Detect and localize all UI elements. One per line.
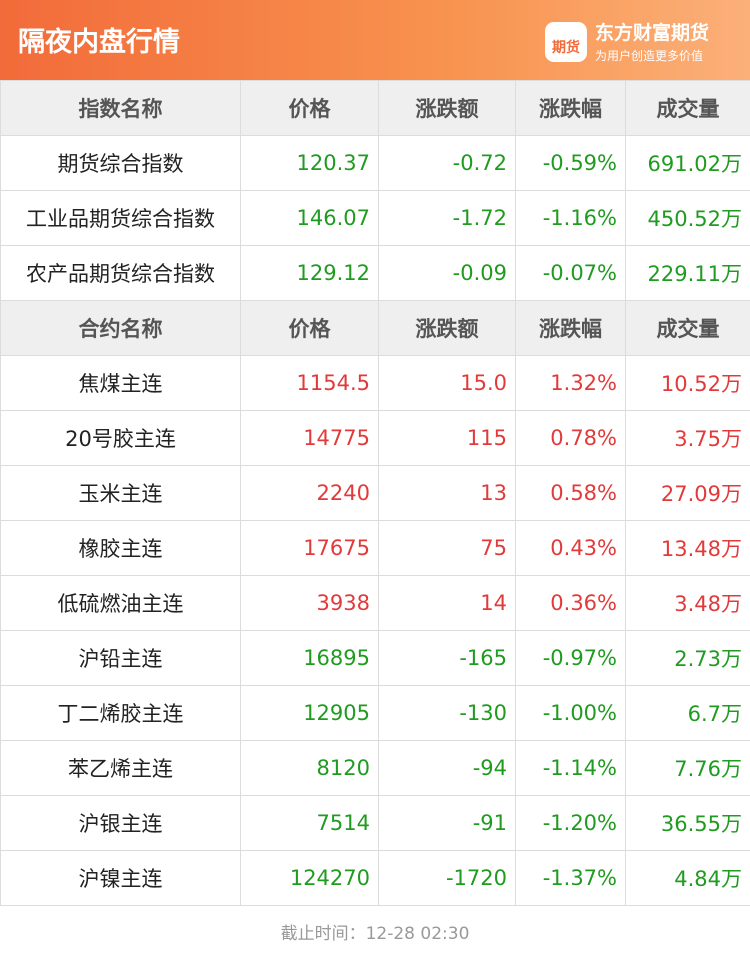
value-cell: 691.02万 [625,135,750,191]
value-cell: 3938 [240,575,379,631]
column-header: 价格 [240,300,379,356]
data-row: 苯乙烯主连 8120 -94 -1.14% 7.76万 [0,740,750,796]
brand: 东方财富期货 [595,22,710,44]
value-cell: 2.73万 [625,630,750,686]
value-cell: 10.52万 [625,355,750,411]
column-header: 指数名称 [0,80,241,136]
value-cell: 229.11万 [625,245,750,301]
data-row: 期货综合指数 120.37 -0.72 -0.59% 691.02万 [0,135,750,191]
value-cell: 450.52万 [625,190,750,246]
value-cell: 124270 [240,850,379,906]
value-cell: -165 [378,630,516,686]
name-cell: 低硫燃油主连 [0,575,241,631]
column-header: 成交量 [625,300,750,356]
column-header: 涨跌幅 [515,80,626,136]
value-cell: 14775 [240,410,379,466]
name-cell: 玉米主连 [0,465,241,521]
value-cell: 15.0 [378,355,516,411]
value-cell: 120.37 [240,135,379,191]
value-cell: -94 [378,740,516,796]
value-cell: 17675 [240,520,379,576]
column-header: 涨跌幅 [515,300,626,356]
value-cell: -1.14% [515,740,626,796]
column-header: 价格 [240,80,379,136]
value-cell: 1154.5 [240,355,379,411]
data-row: 沪银主连 7514 -91 -1.20% 36.55万 [0,795,750,851]
value-cell: 0.78% [515,410,626,466]
value-cell: 115 [378,410,516,466]
value-cell: 0.36% [515,575,626,631]
slogan: 为用户创造更多价值 [595,49,704,63]
value-cell: 27.09万 [625,465,750,521]
name-cell: 沪铅主连 [0,630,241,686]
value-cell: -1.72 [378,190,516,246]
value-cell: 3.75万 [625,410,750,466]
quote-table: 指数名称 价格 涨跌额 涨跌幅 成交量 期货综合指数 120.37 -0.72 -0.59% 69… [0,80,750,906]
header-bar: 隔夜内盘行情 期货 东方财富期货 为用户创造更多价值 [0,0,750,80]
value-cell: -0.59% [515,135,626,191]
column-header: 涨跌额 [378,80,516,136]
value-cell: 13.48万 [625,520,750,576]
name-cell: 沪银主连 [0,795,241,851]
data-row: 沪镍主连 124270 -1720 -1.37% 4.84万 [0,850,750,906]
name-cell: 期货综合指数 [0,135,241,191]
value-cell: -1.20% [515,795,626,851]
value-cell: 16895 [240,630,379,686]
column-header: 涨跌额 [378,300,516,356]
value-cell: 146.07 [240,190,379,246]
data-row: 农产品期货综合指数 129.12 -0.09 -0.07% 229.11万 [0,245,750,301]
value-cell: -130 [378,685,516,741]
name-cell: 工业品期货综合指数 [0,190,241,246]
value-cell: 12905 [240,685,379,741]
value-cell: 14 [378,575,516,631]
value-cell: 7514 [240,795,379,851]
column-header: 合约名称 [0,300,241,356]
name-cell: 沪镍主连 [0,850,241,906]
data-row: 低硫燃油主连 3938 14 0.36% 3.48万 [0,575,750,631]
value-cell: 0.43% [515,520,626,576]
column-header: 成交量 [625,80,750,136]
value-cell: -0.97% [515,630,626,686]
data-row: 焦煤主连 1154.5 15.0 1.32% 10.52万 [0,355,750,411]
title: 隔夜内盘行情 [18,27,180,58]
value-cell: -0.07% [515,245,626,301]
name-cell: 焦煤主连 [0,355,241,411]
value-cell: -1.00% [515,685,626,741]
data-row: 20号胶主连 14775 115 0.78% 3.75万 [0,410,750,466]
value-cell: -1720 [378,850,516,906]
name-cell: 农产品期货综合指数 [0,245,241,301]
name-cell: 橡胶主连 [0,520,241,576]
logo: 期货 [545,22,587,62]
data-row: 工业品期货综合指数 146.07 -1.72 -1.16% 450.52万 [0,190,750,246]
value-cell: -91 [378,795,516,851]
value-cell: -1.37% [515,850,626,906]
value-cell: 8120 [240,740,379,796]
name-cell: 苯乙烯主连 [0,740,241,796]
value-cell: -0.09 [378,245,516,301]
value-cell: 6.7万 [625,685,750,741]
value-cell: 4.84万 [625,850,750,906]
value-cell: 3.48万 [625,575,750,631]
header-row: 合约名称 价格 涨跌额 涨跌幅 成交量 [0,300,750,356]
value-cell: 1.32% [515,355,626,411]
value-cell: -1.16% [515,190,626,246]
data-row: 橡胶主连 17675 75 0.43% 13.48万 [0,520,750,576]
value-cell: 13 [378,465,516,521]
data-row: 丁二烯胶主连 12905 -130 -1.00% 6.7万 [0,685,750,741]
data-row: 玉米主连 2240 13 0.58% 27.09万 [0,465,750,521]
value-cell: 36.55万 [625,795,750,851]
header-row: 指数名称 价格 涨跌额 涨跌幅 成交量 [0,80,750,136]
value-cell: 7.76万 [625,740,750,796]
name-cell: 20号胶主连 [0,410,241,466]
value-cell: 2240 [240,465,379,521]
value-cell: 0.58% [515,465,626,521]
value-cell: 129.12 [240,245,379,301]
footer: 截止时间：12-28 02:30 [0,905,750,961]
value-cell: 75 [378,520,516,576]
data-row: 沪铅主连 16895 -165 -0.97% 2.73万 [0,630,750,686]
value-cell: -0.72 [378,135,516,191]
name-cell: 丁二烯胶主连 [0,685,241,741]
